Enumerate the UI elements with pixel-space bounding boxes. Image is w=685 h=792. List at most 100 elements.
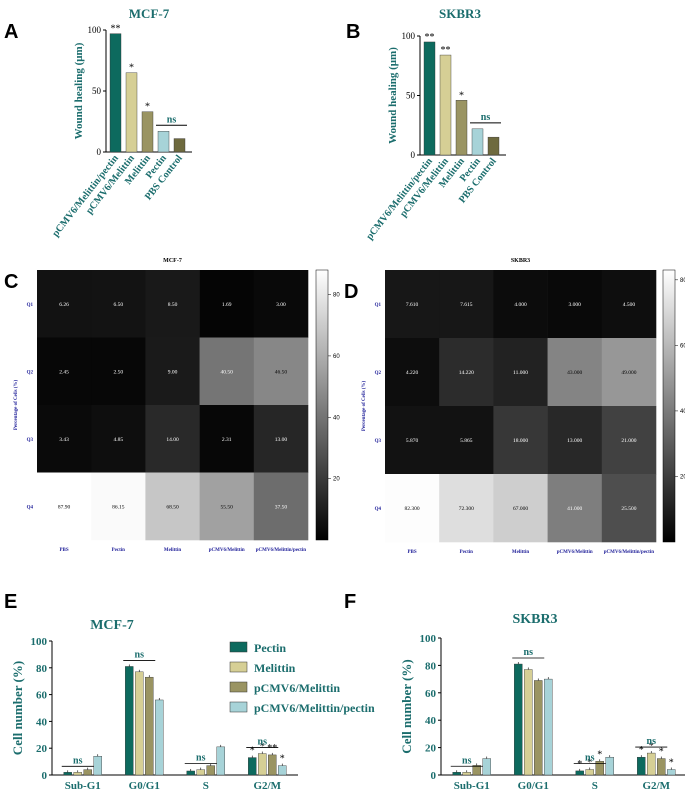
chart-2-cell (253, 337, 309, 406)
chart-3-colorbar-label: 60 (680, 343, 685, 349)
chart-2-cell-value: 68.50 (166, 504, 179, 510)
chart-3-cell-value: 43.000 (567, 370, 582, 376)
chart-2-cell-value: 6.26 (59, 302, 69, 308)
chart-3-cell-value: 4.000 (514, 302, 527, 308)
chart-3-cell-value: 4.220 (406, 370, 419, 376)
chart-4-bar (258, 753, 267, 776)
chart-0-bar (109, 33, 122, 153)
chart-2-cell (253, 270, 309, 338)
chart-1-bar (423, 41, 436, 156)
chart-2-cell (199, 405, 255, 473)
chart-3-row-label: Q2 (375, 371, 382, 376)
chart-1-bar (487, 136, 500, 156)
chart-4-legend-swatch (229, 701, 248, 713)
chart-2-cell (199, 270, 255, 338)
chart-5-y-tick-label: 100 (420, 633, 437, 645)
chart-2-cell (253, 405, 309, 473)
chart-5-y-tick-label: 80 (425, 660, 437, 672)
chart-5-bar (534, 680, 543, 776)
chart-4-x-tick-label: G2/M (254, 780, 282, 792)
chart-5-bar (544, 678, 553, 776)
chart-4-bar (73, 772, 82, 776)
chart-5-bar (524, 669, 533, 776)
chart-4-ns-label: ns (258, 737, 268, 748)
chart-3-cell (547, 406, 603, 475)
chart-2-cell (199, 472, 255, 541)
chart-3-cell-value: 13.000 (567, 438, 582, 444)
chart-1-bar-annotation: ** (425, 32, 435, 43)
chart-4-bar (206, 765, 215, 776)
chart-5-y-tick-label: 40 (425, 715, 437, 727)
chart-4-y-tick-label: 0 (42, 770, 48, 782)
chart-3-cell (493, 270, 548, 339)
chart-3-cell (439, 474, 494, 543)
chart-5-y-tick-label: 0 (431, 770, 437, 782)
chart-2-cell-value: 86.15 (112, 504, 125, 510)
chart-2-col-label: PBS (60, 548, 69, 553)
chart-3-colorbar-label: 20 (680, 474, 685, 480)
chart-4-title: MCF-7 (90, 618, 134, 633)
chart-3-y-label: Percentage of Cells (%) (362, 381, 367, 432)
chart-2-cell (199, 337, 255, 406)
chart-3-cell (385, 474, 440, 543)
chart-5-x-tick-label: G2/M (643, 780, 671, 792)
chart-3-cell (439, 338, 494, 407)
chart-5-title: SKBR3 (512, 612, 557, 627)
chart-3-cell (385, 270, 440, 339)
chart-2-cell-value: 2.45 (59, 369, 69, 375)
chart-1-y-tick-label: 100 (402, 31, 416, 41)
chart-0-bar (125, 72, 138, 153)
chart-5-bar-annotation: * (587, 758, 592, 769)
chart-3-cell (385, 338, 440, 407)
chart-2-col-label: Melittin (164, 548, 181, 553)
chart-5-x-tick-label: S (592, 780, 598, 792)
chart-3-cell (601, 338, 657, 407)
chart-4-legend-swatch (229, 641, 248, 653)
chart-2-cell-value: 2.31 (222, 437, 232, 443)
panel-letter-f: F (344, 591, 356, 613)
chart-5-bar (637, 756, 646, 776)
chart-4-bar-annotation: * (250, 746, 255, 757)
chart-2-cell-value: 14.00 (166, 437, 179, 443)
chart-4-bar-annotation: * (260, 742, 265, 753)
chart-5-bar (585, 769, 594, 776)
chart-3-col-label: pCMV6/Melittin (557, 550, 593, 555)
chart-2-cell (145, 337, 200, 406)
chart-4-ns-label: ns (73, 755, 83, 766)
chart-1-y-label: Wound healing (μm) (387, 47, 399, 144)
chart-5-x-tick-label: G0/G1 (518, 780, 549, 792)
chart-1-bar (471, 128, 484, 156)
chart-0-y-tick-label: 50 (92, 86, 102, 96)
chart-4-bar (145, 676, 154, 776)
chart-4-y-tick-label: 100 (31, 636, 48, 648)
chart-2-row-label: Q4 (27, 505, 34, 510)
chart-1-title: SKBR3 (439, 6, 481, 21)
chart-4-bar (196, 769, 205, 776)
chart-2-cell-value: 37.50 (275, 504, 288, 510)
chart-0-y-label: Wound healing (μm) (73, 42, 85, 139)
panel-letter-b: B (346, 21, 360, 43)
chart-5-ns-label: ns (647, 736, 657, 747)
chart-3-cell (493, 474, 548, 543)
chart-2-colorbar-label: 80 (333, 293, 340, 299)
chart-0-x-tick-label: pCMV6/Melittin/pectin (50, 153, 121, 239)
chart-2-cell (145, 472, 200, 541)
chart-3-colorbar (662, 269, 676, 543)
chart-2-colorbar-label: 60 (333, 354, 340, 360)
chart-2-col-label: pCMV6/Melittin (209, 548, 245, 553)
chart-3-cell-value: 67.000 (513, 506, 528, 512)
chart-4-y-tick-label: 80 (36, 663, 48, 675)
chart-3-row-label: Q3 (375, 439, 382, 444)
chart-5-bar (514, 663, 523, 776)
chart-4-ns-label: ns (196, 753, 206, 764)
chart-4-legend-swatch (229, 681, 248, 693)
panel-letter-e: E (4, 591, 17, 613)
chart-4-bar (135, 671, 144, 776)
chart-3-colorbar-label: 80 (680, 278, 685, 284)
panel-letter-a: A (4, 21, 18, 43)
chart-5-bar-annotation: * (639, 745, 644, 756)
chart-2-cell-value: 87.90 (58, 504, 71, 510)
chart-3-cell (439, 406, 494, 475)
chart-4-legend-label: Pectin (254, 641, 286, 655)
chart-4-bar (216, 746, 225, 776)
